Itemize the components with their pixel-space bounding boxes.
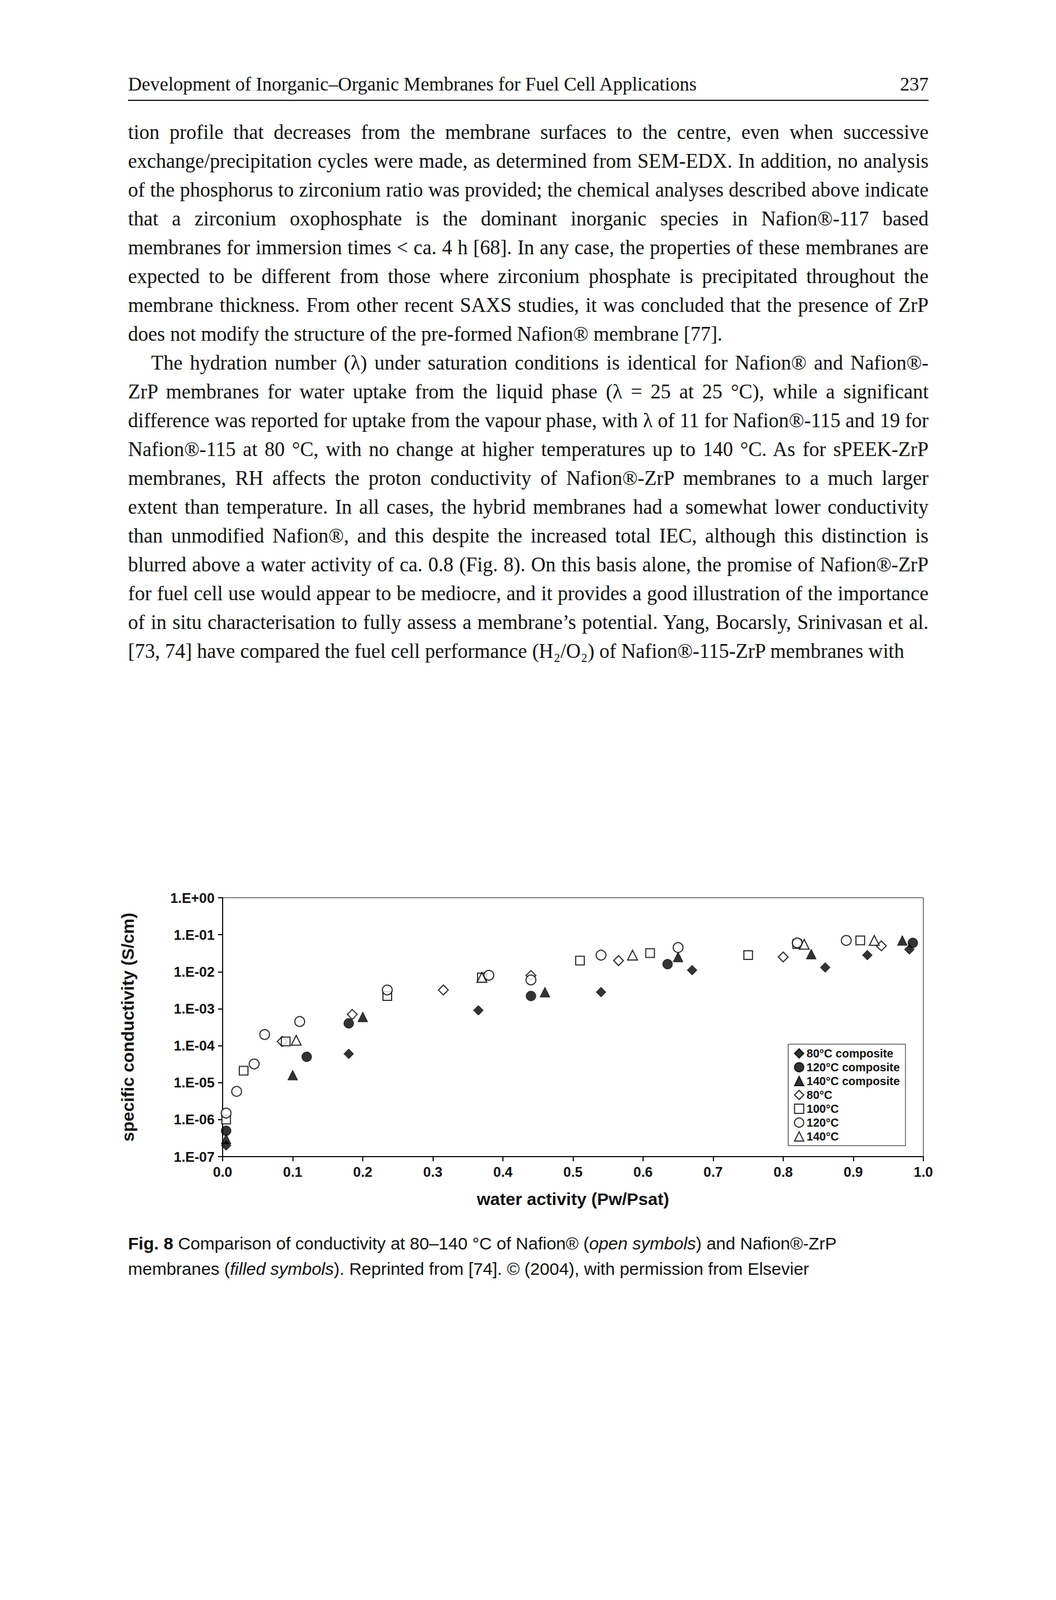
svg-text:0.6: 0.6: [633, 1164, 653, 1180]
svg-text:140°C: 140°C: [806, 1130, 840, 1144]
svg-text:specific conductivity (S/cm): specific conductivity (S/cm): [118, 912, 138, 1142]
svg-text:0.9: 0.9: [843, 1164, 863, 1180]
svg-text:0.4: 0.4: [493, 1164, 513, 1180]
svg-text:1.E-04: 1.E-04: [173, 1038, 215, 1054]
html-text:Development of Inorganic–Organ: Development of Inorganic–Organic Membran…: [128, 73, 697, 95]
html-text:The hydration number (λ) under: The hydration number (λ) under saturatio…: [128, 351, 929, 663]
html-text:Fig. 8 Comparison of conductiv: Fig. 8 Comparison of conductivity at 80–…: [128, 1234, 837, 1279]
svg-text:120°C composite: 120°C composite: [806, 1061, 900, 1074]
svg-text:0.7: 0.7: [703, 1164, 723, 1180]
svg-text:1.E-02: 1.E-02: [173, 964, 215, 980]
svg-text:1.0: 1.0: [913, 1164, 933, 1180]
svg-text:1.E-03: 1.E-03: [173, 1001, 215, 1017]
svg-text:120°C: 120°C: [806, 1116, 840, 1130]
svg-text:140°C composite: 140°C composite: [806, 1075, 900, 1088]
svg-text:0.2: 0.2: [352, 1164, 372, 1180]
svg-text:80°C composite: 80°C composite: [806, 1047, 894, 1061]
html-text:237: 237: [899, 73, 929, 95]
svg-text:1.E+00: 1.E+00: [170, 890, 215, 907]
html-text:tion profile that decreases fr: tion profile that decreases from the mem…: [128, 121, 929, 346]
svg-text:80°C: 80°C: [806, 1088, 833, 1102]
svg-text:0.8: 0.8: [773, 1164, 793, 1180]
svg-text:1.E-05: 1.E-05: [173, 1075, 215, 1091]
svg-text:0.3: 0.3: [423, 1164, 443, 1180]
svg-text:1.E-01: 1.E-01: [173, 927, 215, 943]
svg-text:1.E-07: 1.E-07: [173, 1149, 215, 1166]
svg-text:1.E-06: 1.E-06: [173, 1111, 215, 1128]
svg-text:water activity (Pw/Psat): water activity (Pw/Psat): [476, 1189, 670, 1209]
svg-text:0.5: 0.5: [563, 1164, 583, 1180]
svg-text:0.0: 0.0: [212, 1164, 232, 1180]
svg-text:100°C: 100°C: [806, 1102, 840, 1116]
svg-text:0.1: 0.1: [283, 1164, 303, 1180]
